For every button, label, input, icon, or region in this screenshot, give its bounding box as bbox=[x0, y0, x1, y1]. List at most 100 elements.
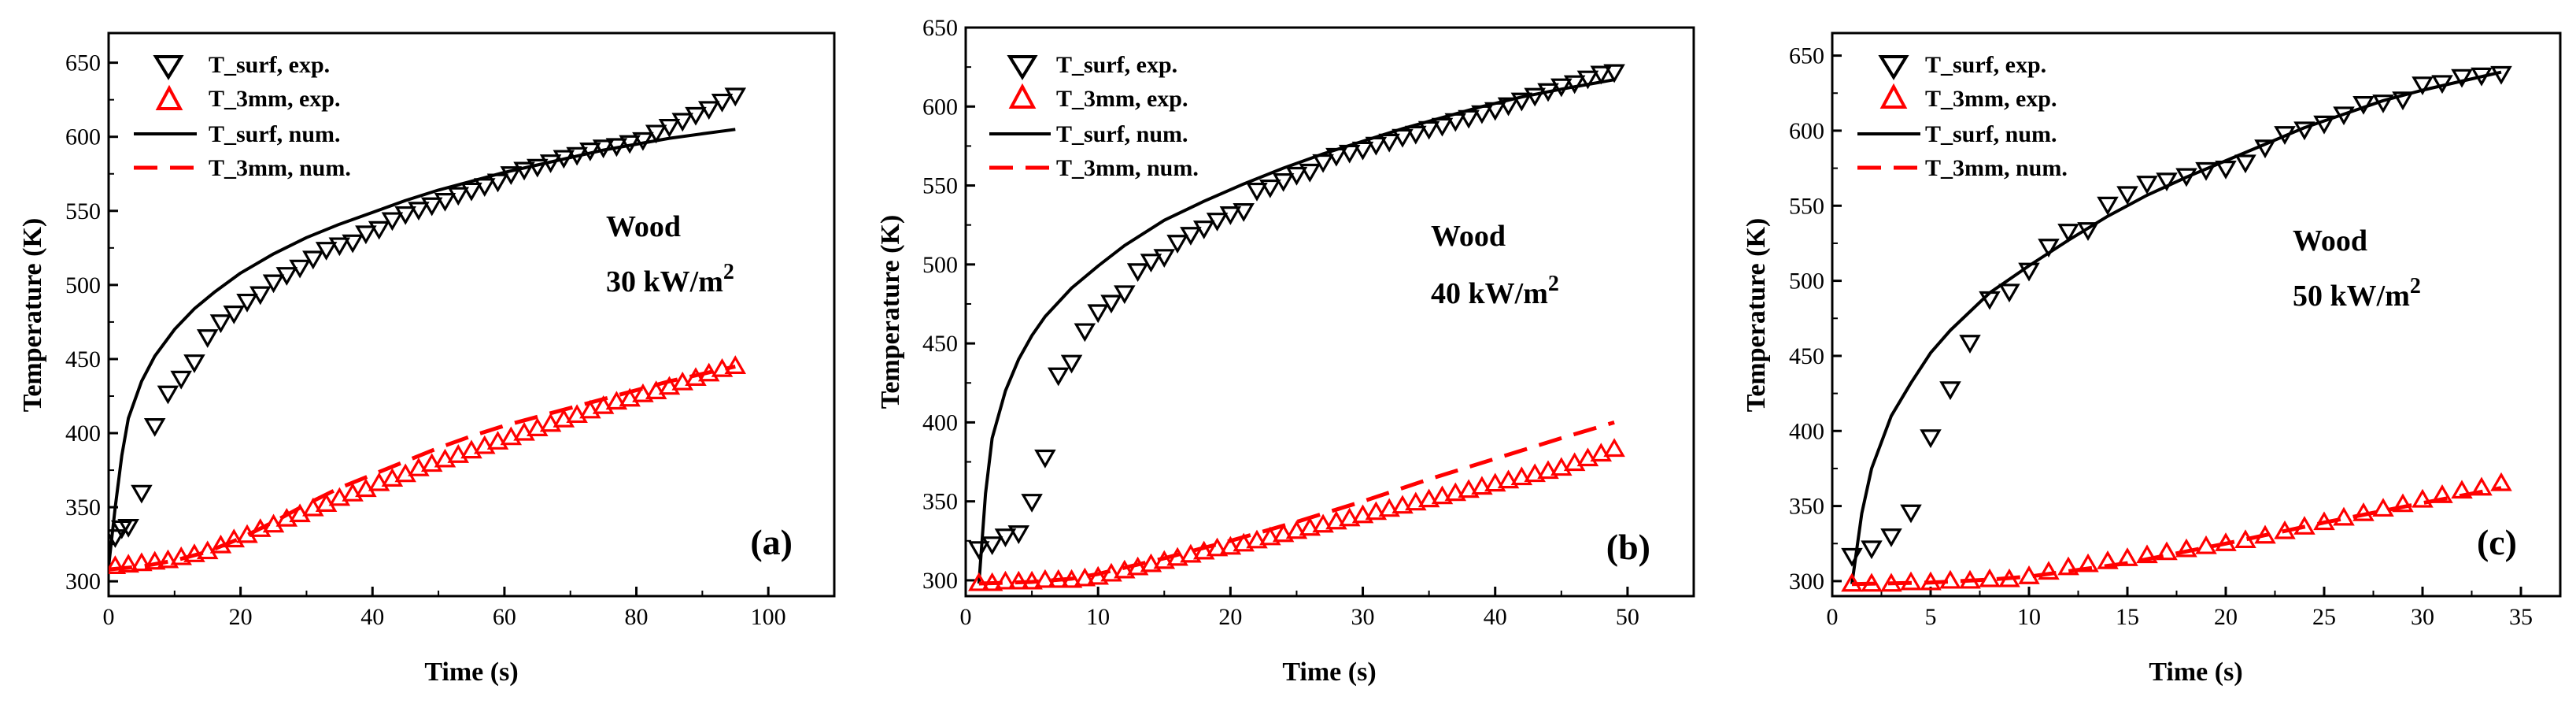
point-3mm-exp bbox=[671, 371, 693, 391]
point-surf-exp bbox=[2038, 239, 2060, 258]
point-3mm-exp bbox=[645, 380, 667, 399]
point-3mm-exp bbox=[1259, 526, 1281, 546]
point-3mm-exp bbox=[619, 387, 641, 407]
point-surf-exp bbox=[394, 206, 416, 225]
point-surf-exp bbox=[355, 225, 377, 245]
panel-b: 0 10 20 30 40 50 300 350 400 450 500 550 600 650 Tim… bbox=[876, 15, 1695, 687]
point-3mm-exp bbox=[486, 431, 509, 450]
point-surf-exp bbox=[2116, 186, 2138, 206]
point-3mm-exp bbox=[2136, 544, 2158, 564]
point-surf-exp bbox=[289, 259, 311, 279]
y-tick-label: 550 bbox=[65, 198, 101, 224]
y-tick-label: 500 bbox=[922, 252, 958, 278]
point-surf-exp bbox=[1338, 144, 1361, 164]
point-surf-exp bbox=[302, 250, 324, 270]
point-3mm-exp bbox=[1338, 507, 1361, 527]
panel-c: 0 5 10 15 20 25 30 35 300350400450500550600650 … bbox=[1742, 31, 2562, 687]
point-surf-exp bbox=[1471, 105, 1493, 124]
point-3mm-exp bbox=[968, 572, 990, 591]
heat-flux-value: 30 kW/m bbox=[606, 265, 723, 298]
point-surf-exp bbox=[1140, 254, 1162, 273]
legend-marker-3mm-exp bbox=[1008, 83, 1037, 109]
point-surf-exp bbox=[1233, 203, 1255, 222]
point-surf-exp bbox=[2471, 67, 2493, 87]
point-surf-exp bbox=[1417, 120, 1440, 140]
point-3mm-exp bbox=[1351, 504, 1374, 524]
point-3mm-exp bbox=[368, 472, 390, 491]
x-tick-label: 20 bbox=[1218, 604, 1242, 630]
heat-flux-exponent: 2 bbox=[723, 260, 734, 284]
plot-frame bbox=[964, 26, 1695, 598]
point-surf-exp bbox=[1563, 75, 1586, 94]
point-surf-exp bbox=[342, 234, 364, 254]
point-3mm-exp bbox=[1140, 553, 1162, 572]
y-tick-label: 500 bbox=[65, 272, 101, 298]
point-3mm-exp bbox=[2412, 488, 2434, 508]
point-3mm-exp bbox=[1484, 472, 1506, 492]
point-surf-exp bbox=[473, 178, 496, 197]
panel-a: 0 20 40 60 80 100 300 350 400 450 500 550 600 650 Ti… bbox=[18, 31, 836, 687]
point-surf-exp bbox=[981, 536, 1003, 556]
point-3mm-exp bbox=[1007, 570, 1030, 590]
point-3mm-exp bbox=[1299, 517, 1321, 536]
point-3mm-exp bbox=[1087, 565, 1109, 585]
y-tick-label: 300 bbox=[65, 569, 101, 595]
legend-label-surf-exp: T_surf, exp. bbox=[1056, 52, 1177, 78]
legend-label-3mm-num: T_3mm, num. bbox=[1925, 155, 2068, 181]
point-surf-exp bbox=[1458, 109, 1480, 129]
y-tick-label: 400 bbox=[1789, 418, 1824, 444]
point-surf-exp bbox=[1841, 547, 1863, 567]
point-3mm-exp bbox=[724, 355, 747, 374]
point-surf-exp bbox=[1900, 504, 1922, 524]
point-3mm-exp bbox=[1880, 572, 1902, 592]
x-tick-label: 20 bbox=[229, 604, 253, 630]
x-tick-label: 60 bbox=[493, 604, 516, 630]
point-3mm-exp bbox=[183, 543, 205, 562]
point-surf-exp bbox=[420, 197, 443, 217]
point-surf-exp bbox=[1497, 97, 1520, 117]
legend-label-surf-exp: T_surf, exp. bbox=[1925, 52, 2046, 78]
y-tick-label: 300 bbox=[1789, 569, 1824, 595]
legend-label-surf-num: T_surf, num. bbox=[1056, 121, 1188, 147]
point-3mm-exp bbox=[566, 404, 588, 424]
point-surf-exp bbox=[1180, 227, 1202, 246]
point-surf-exp bbox=[1047, 367, 1070, 387]
point-3mm-exp bbox=[2451, 480, 2473, 499]
point-3mm-exp bbox=[1074, 567, 1096, 587]
legend-label-surf-exp: T_surf, exp. bbox=[209, 52, 330, 78]
point-surf-exp bbox=[619, 135, 641, 154]
point-3mm-exp bbox=[2254, 524, 2276, 544]
point-3mm-exp bbox=[420, 453, 443, 472]
point-3mm-exp bbox=[1861, 572, 1883, 592]
point-surf-exp bbox=[368, 220, 390, 240]
point-surf-exp bbox=[1880, 528, 1902, 547]
point-surf-exp bbox=[1114, 285, 1136, 305]
plot-frame bbox=[1831, 31, 2562, 598]
point-3mm-exp bbox=[2352, 502, 2375, 521]
point-surf-exp bbox=[2392, 91, 2414, 111]
point-surf-exp bbox=[711, 93, 734, 113]
y-tick-label: 400 bbox=[65, 421, 101, 446]
point-3mm-exp bbox=[1034, 569, 1056, 588]
point-3mm-exp bbox=[1471, 476, 1493, 495]
point-3mm-exp bbox=[131, 552, 153, 572]
point-3mm-exp bbox=[2018, 565, 2040, 584]
point-surf-exp bbox=[2156, 172, 2178, 192]
x-ticks: 0 5 10 15 20 25 30 35 bbox=[1827, 587, 2533, 630]
point-surf-exp bbox=[1034, 449, 1056, 469]
y-tick-label: 350 bbox=[1789, 494, 1824, 520]
point-3mm-exp bbox=[1458, 479, 1480, 498]
legend: T_surf, exp. T_3mm, exp. T_surf, num. T_… bbox=[1857, 52, 2068, 181]
point-3mm-exp bbox=[1417, 488, 1440, 508]
point-3mm-exp bbox=[539, 413, 562, 432]
y-tick-label: 450 bbox=[65, 346, 101, 372]
legend: T_surf, exp. T_3mm, exp. T_surf, num. T_… bbox=[989, 52, 1199, 181]
point-surf-exp bbox=[143, 418, 166, 437]
point-surf-exp bbox=[553, 150, 575, 169]
x-ticks: 0 10 20 30 40 50 bbox=[960, 587, 1639, 630]
x-axis-title: Time (s) bbox=[1282, 658, 1376, 687]
point-3mm-exp bbox=[1510, 466, 1533, 486]
point-3mm-exp bbox=[1497, 469, 1520, 489]
x-axis-title: Time (s) bbox=[2149, 658, 2242, 687]
y-tick-label: 600 bbox=[65, 124, 101, 150]
